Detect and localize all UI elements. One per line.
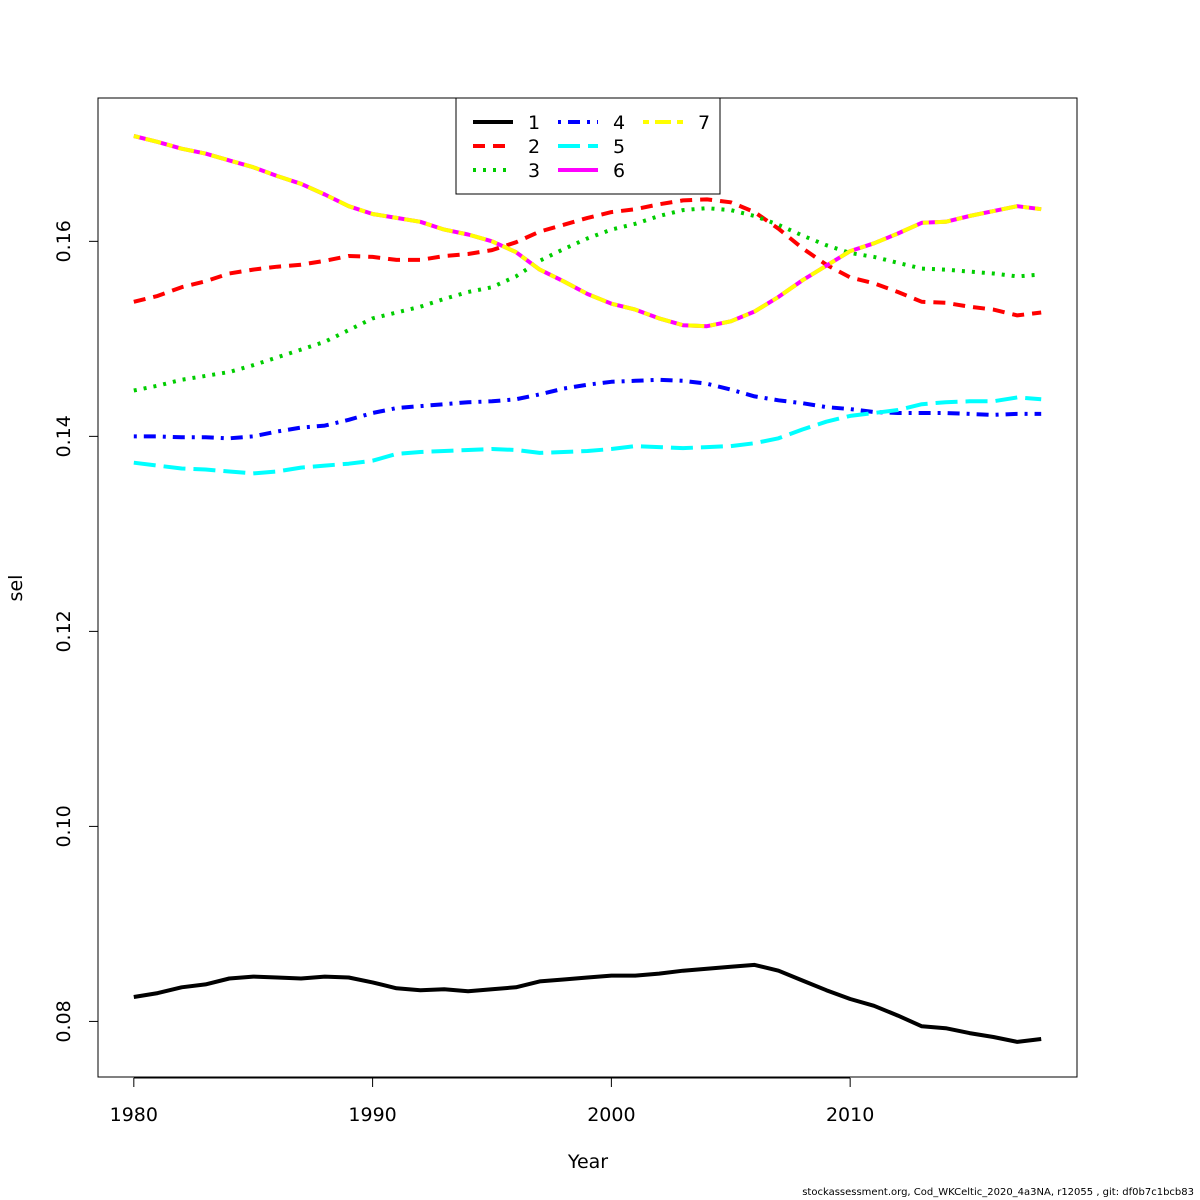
series-line-1	[133, 962, 1042, 1044]
series-line-5	[133, 395, 1042, 476]
series-line-3	[133, 206, 1042, 393]
y-axis: 0.08 0.10 0.12 0.14 0.16	[53, 220, 99, 1043]
legend-label-3: 3	[528, 160, 540, 182]
x-tick-label: 2000	[587, 1104, 635, 1126]
legend-label-6: 6	[613, 160, 625, 182]
series-layer	[133, 134, 1042, 1044]
footer-credit: stockassessment.org, Cod_WKCeltic_2020_4…	[802, 1187, 1194, 1198]
y-tick-label: 0.08	[53, 1000, 75, 1042]
x-tick-label: 1990	[348, 1104, 396, 1126]
series-line-7	[133, 134, 1042, 329]
y-tick-label: 0.10	[53, 805, 75, 847]
y-tick-label: 0.14	[53, 415, 75, 457]
x-axis: 1980 1990 2000 2010	[110, 1077, 874, 1126]
y-tick-label: 0.12	[53, 610, 75, 652]
legend-label-7: 7	[698, 112, 710, 134]
legend-label-5: 5	[613, 136, 625, 158]
series-line-4	[133, 377, 1042, 441]
y-tick-label: 0.16	[53, 220, 75, 262]
y-axis-label: sel	[5, 575, 27, 602]
plot-frame	[97, 97, 1078, 1078]
x-axis-label: Year	[567, 1151, 608, 1173]
legend-label-1: 1	[528, 112, 540, 134]
x-tick-label: 2010	[826, 1104, 874, 1126]
x-tick-label: 1980	[110, 1104, 158, 1126]
series-line-2	[133, 197, 1042, 318]
legend: 123 456 7	[455, 97, 721, 195]
legend-label-2: 2	[528, 136, 540, 158]
legend-label-4: 4	[613, 112, 625, 134]
